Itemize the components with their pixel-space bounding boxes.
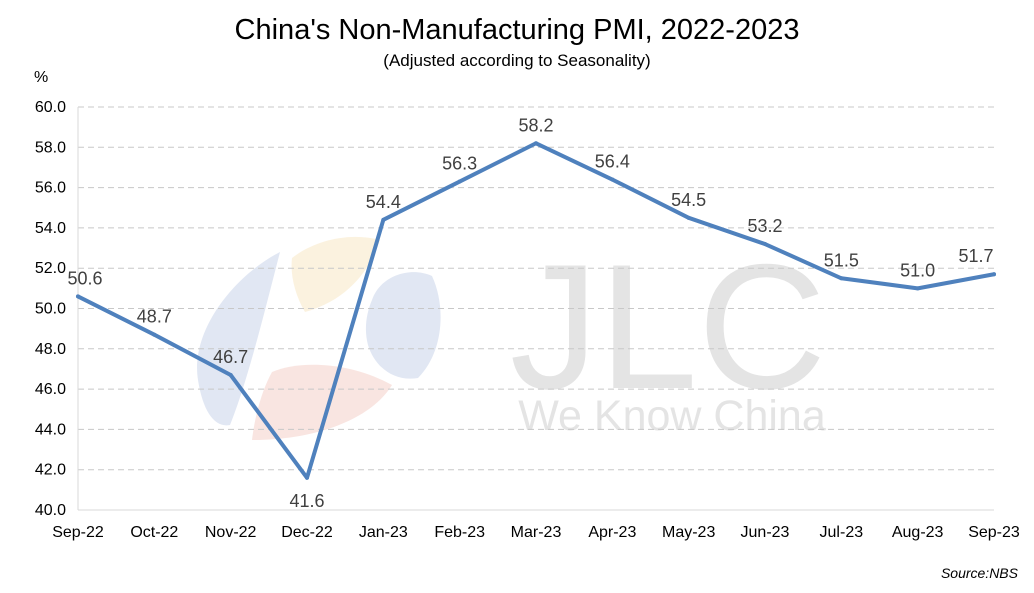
y-axis-unit-label: % bbox=[34, 69, 49, 86]
data-point bbox=[915, 286, 920, 291]
data-point bbox=[228, 372, 233, 377]
data-point bbox=[76, 294, 80, 299]
data-label: 51.5 bbox=[824, 250, 859, 270]
series-line bbox=[76, 141, 996, 480]
axes bbox=[77, 107, 994, 511]
data-point bbox=[152, 332, 157, 337]
x-tick-label: Jan-23 bbox=[359, 524, 408, 541]
x-tick-label: Sep-23 bbox=[968, 524, 1020, 541]
x-tick-label: May-23 bbox=[662, 524, 715, 541]
y-tick-label: 48.0 bbox=[35, 341, 66, 358]
x-tick-label: Sep-22 bbox=[52, 524, 104, 541]
x-tick-label: Aug-23 bbox=[892, 524, 944, 541]
y-tick-label: 46.0 bbox=[35, 381, 66, 398]
gridlines bbox=[78, 106, 994, 471]
data-label: 50.6 bbox=[67, 268, 102, 288]
x-tick-label: Mar-23 bbox=[511, 524, 562, 541]
y-tick-label: 40.0 bbox=[35, 502, 66, 519]
y-tick-label: 54.0 bbox=[35, 220, 66, 237]
data-point bbox=[534, 141, 538, 146]
data-label: 58.2 bbox=[518, 115, 553, 135]
x-tick-label: Dec-22 bbox=[281, 524, 333, 541]
x-tick-label: Jun-23 bbox=[741, 524, 790, 541]
y-tick-label: 50.0 bbox=[35, 301, 66, 318]
data-label: 46.7 bbox=[213, 347, 248, 367]
x-tick-label: Oct-22 bbox=[130, 524, 178, 541]
watermark-logo-red-petal-icon bbox=[252, 364, 392, 440]
watermark: JLC We Know China bbox=[197, 227, 826, 440]
x-axis-ticks: Sep-22 Oct-22 Nov-22 Dec-22 Jan-23 Feb-23 Mar-… bbox=[52, 524, 1020, 541]
data-label: 51.0 bbox=[900, 260, 935, 280]
data-point bbox=[839, 276, 844, 281]
data-point bbox=[686, 215, 691, 220]
y-tick-label: 42.0 bbox=[35, 462, 66, 479]
chart-subtitle: (Adjusted according to Seasonality) bbox=[383, 51, 651, 70]
data-label: 56.3 bbox=[442, 154, 477, 174]
data-point bbox=[763, 242, 767, 247]
data-point bbox=[610, 177, 615, 182]
data-label: 56.4 bbox=[595, 152, 630, 172]
y-tick-label: 58.0 bbox=[35, 139, 66, 156]
data-label: 41.6 bbox=[289, 491, 324, 511]
y-tick-label: 44.0 bbox=[35, 421, 66, 438]
data-label: 48.7 bbox=[137, 307, 172, 327]
data-label: 54.4 bbox=[366, 192, 401, 212]
x-tick-label: Feb-23 bbox=[434, 524, 485, 541]
y-tick-label: 52.0 bbox=[35, 260, 66, 277]
watermark-logo-text: JLC bbox=[510, 227, 827, 426]
data-point bbox=[305, 475, 309, 480]
watermark-logo-yellow-petal-icon bbox=[291, 236, 380, 312]
x-tick-label: Nov-22 bbox=[205, 524, 257, 541]
watermark-logo-blue-petal-icon bbox=[197, 252, 280, 426]
data-label: 54.5 bbox=[671, 190, 706, 210]
data-point bbox=[381, 217, 386, 222]
watermark-logo-blue-circle-icon bbox=[365, 272, 441, 379]
y-tick-label: 60.0 bbox=[35, 99, 66, 116]
chart-title: China's Non-Manufacturing PMI, 2022-2023 bbox=[234, 14, 800, 46]
y-tick-label: 56.0 bbox=[35, 180, 66, 197]
watermark-tagline: We Know China bbox=[518, 392, 826, 440]
data-labels: 50.6 48.7 46.7 41.6 54.4 56.3 58.2 56.4 54.5 53.2… bbox=[67, 115, 993, 510]
x-tick-label: Jul-23 bbox=[820, 524, 864, 541]
x-tick-label: Apr-23 bbox=[588, 524, 636, 541]
source-note: Source:NBS bbox=[940, 565, 1018, 581]
data-label: 53.2 bbox=[747, 216, 782, 236]
y-axis-ticks: 40.0 42.0 44.0 46.0 48.0 50.0 52.0 54.0 56.0 58.0… bbox=[35, 99, 66, 519]
data-label: 51.7 bbox=[958, 246, 993, 266]
data-point bbox=[457, 179, 462, 184]
data-point bbox=[992, 272, 996, 277]
